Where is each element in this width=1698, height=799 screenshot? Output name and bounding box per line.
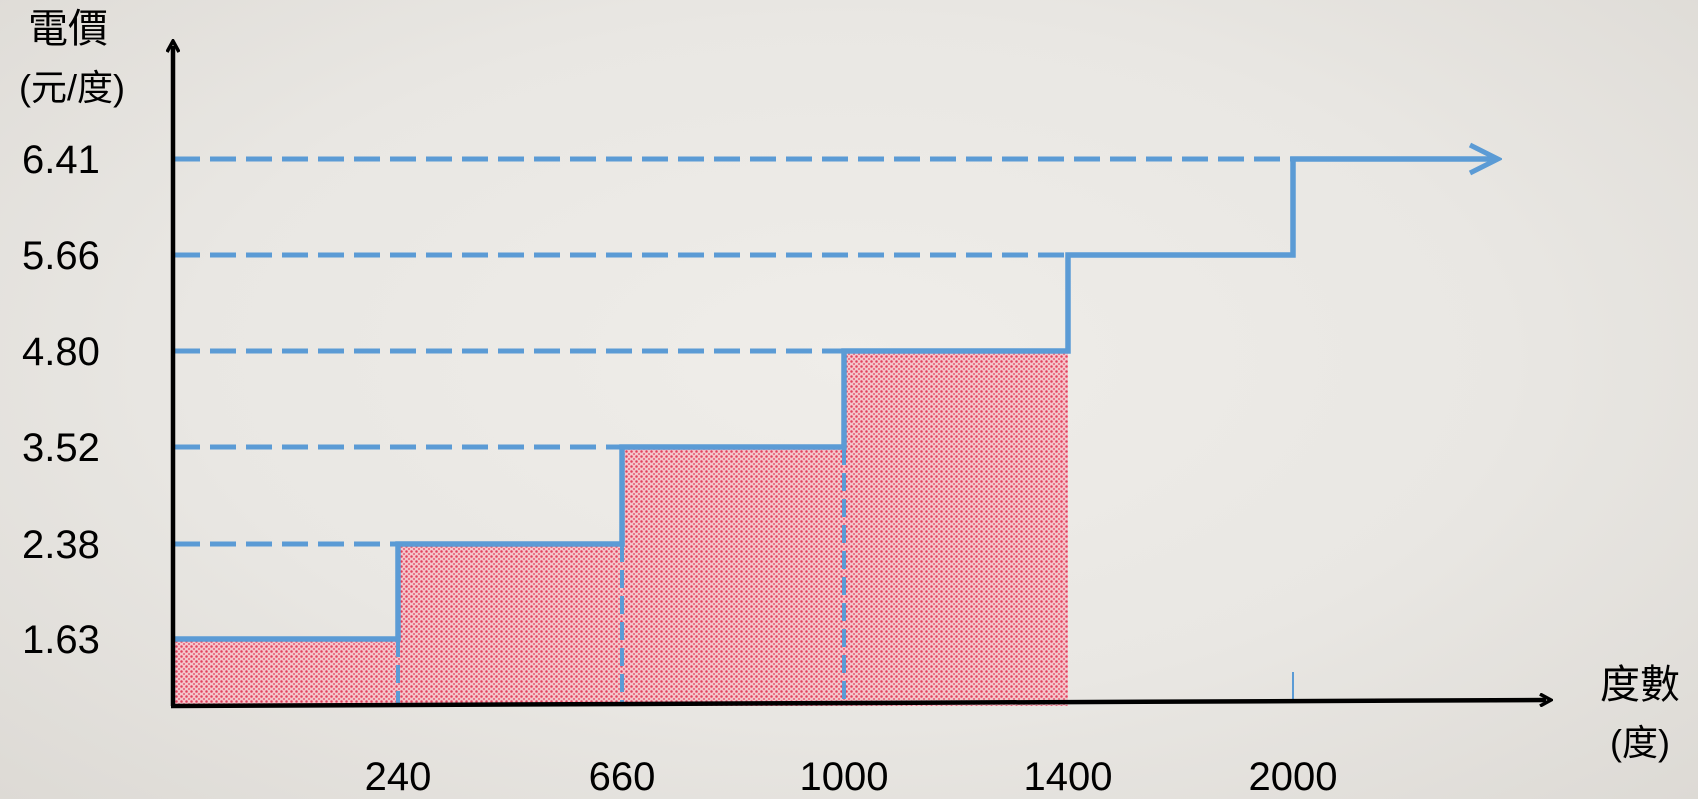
tick-labels: 1.63 2.38 3.52 4.80 5.66 6.41 240 660 1000 1400 20… — [22, 138, 1337, 799]
x-tick-label: 240 — [365, 755, 432, 799]
y-tick-label: 3.52 — [22, 426, 100, 470]
y-tick-label: 2.38 — [22, 523, 100, 567]
y-axis-title-line2: (元/度) — [19, 67, 125, 108]
dashed-guides — [174, 156, 1294, 706]
axis-titles: 電價 (元/度) 度數 (度) — [19, 7, 1680, 763]
x-axis-title-line1: 度數 — [1600, 663, 1680, 707]
tier-bar-2 — [398, 544, 622, 706]
x-axis — [170, 700, 1546, 709]
x-tick-label: 1400 — [1024, 755, 1113, 799]
y-tick-label: 5.66 — [22, 234, 100, 278]
tier-bar-1 — [174, 639, 398, 706]
tier-bar-4 — [844, 351, 1068, 706]
tier-bar-3 — [622, 447, 844, 706]
y-tick-label: 1.63 — [22, 618, 100, 662]
axes — [170, 46, 1546, 709]
y-tick-label: 4.80 — [22, 330, 100, 374]
x-tick-label: 1000 — [800, 755, 889, 799]
price-step-line — [174, 159, 1496, 642]
step-line — [174, 159, 1496, 642]
x-tick-label: 660 — [589, 755, 656, 799]
y-tick-label: 6.41 — [22, 138, 100, 182]
x-tick-label: 2000 — [1249, 755, 1338, 799]
y-axis-title-line1: 電價 — [28, 7, 108, 51]
x-axis-title-line2: (度) — [1610, 722, 1670, 763]
tier-fills — [174, 351, 1068, 706]
